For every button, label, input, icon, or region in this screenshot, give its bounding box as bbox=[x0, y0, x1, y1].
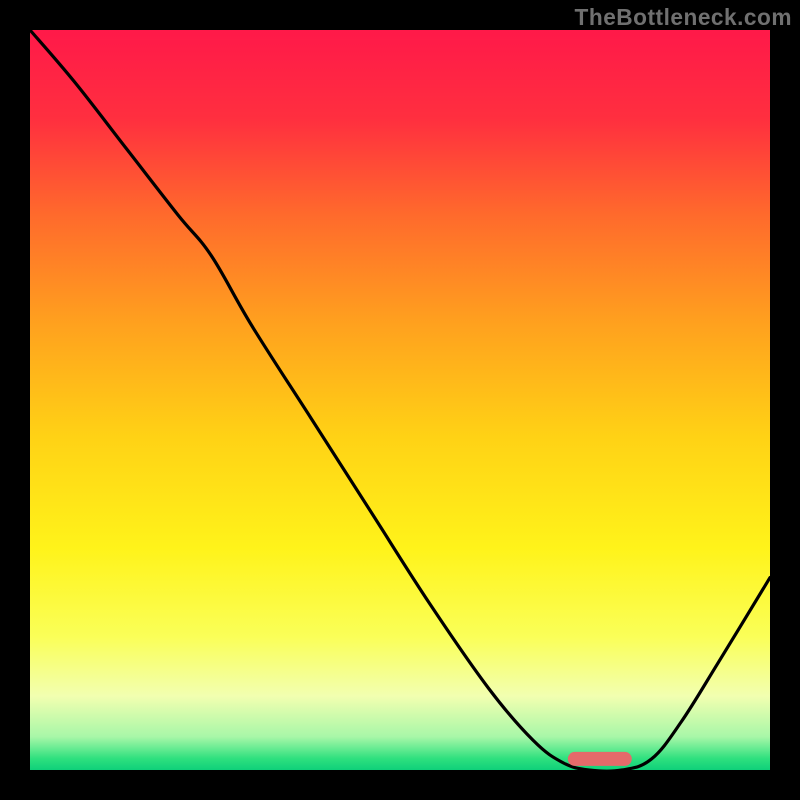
watermark-label: TheBottleneck.com bbox=[575, 4, 792, 31]
gradient-background bbox=[30, 30, 770, 770]
optimal-marker bbox=[568, 752, 632, 766]
bottleneck-curve-chart bbox=[0, 0, 800, 800]
chart-stage: TheBottleneck.com bbox=[0, 0, 800, 800]
